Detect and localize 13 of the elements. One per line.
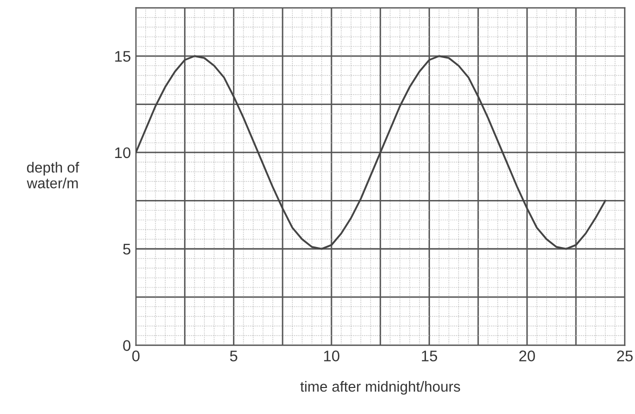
y-tick-label: 15	[115, 51, 130, 62]
y-tick-label: 10	[115, 147, 130, 158]
y-tick-label: 0	[123, 340, 130, 351]
y-axis-title: depth of water/m	[26, 162, 80, 188]
x-tick-label: 25	[617, 350, 633, 362]
y-tick-label: 5	[123, 244, 130, 255]
x-tick-label: 0	[132, 350, 140, 362]
x-tick-label: 10	[324, 350, 340, 362]
x-tick-label: 20	[519, 350, 535, 362]
line-series	[136, 55, 606, 250]
x-tick-label: 15	[422, 350, 438, 362]
x-axis-title: time after midnight/hours	[300, 381, 460, 395]
x-tick-label: 5	[230, 350, 238, 362]
